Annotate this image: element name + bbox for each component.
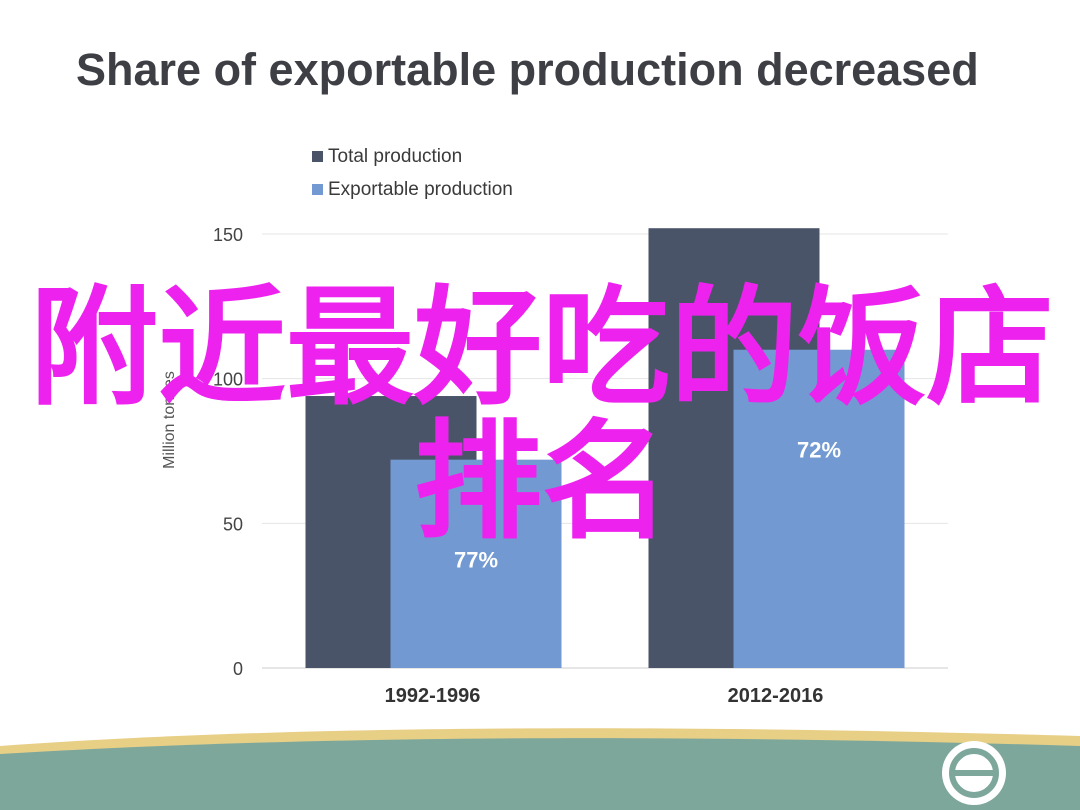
- y-tick-label: 0: [233, 659, 243, 679]
- footer-band: [0, 728, 1080, 810]
- y-tick-label: 100: [213, 370, 243, 390]
- data-labels: 77% 72%: [454, 438, 841, 573]
- legend: Total production Exportable production: [312, 146, 513, 200]
- y-tick-labels: 0 50 100 150: [213, 225, 243, 679]
- x-tick-labels: 1992-1996 2012-2016: [385, 685, 824, 707]
- circle-logo-icon: [942, 741, 1006, 805]
- data-label: 77%: [454, 548, 498, 573]
- y-tick-label: 150: [213, 225, 243, 245]
- y-tick-label: 50: [223, 514, 243, 534]
- overlay-watermark-text: 附近最好吃的饭店排名: [29, 274, 1054, 557]
- bar: [733, 349, 905, 668]
- legend-swatch: [312, 151, 323, 162]
- slide-title: Share of exportable production decreased: [76, 44, 979, 95]
- x-tick-label: 2012-2016: [728, 685, 824, 707]
- legend-label: Exportable production: [328, 179, 513, 200]
- bars: [305, 228, 905, 669]
- legend-swatch: [312, 184, 323, 195]
- bar: [390, 459, 562, 668]
- x-tick-label: 1992-1996: [385, 685, 481, 707]
- data-label: 72%: [797, 438, 841, 463]
- legend-label: Total production: [328, 146, 462, 167]
- y-axis-label: Million tonnes: [161, 371, 178, 469]
